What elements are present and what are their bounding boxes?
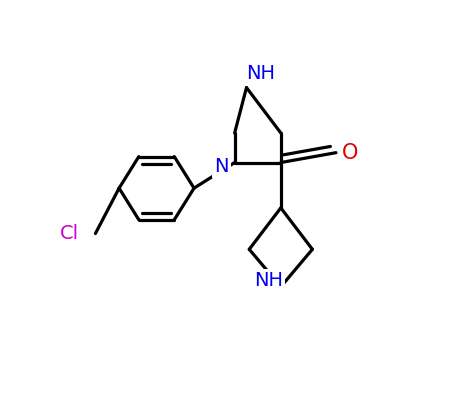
Text: Cl: Cl — [60, 224, 79, 243]
Text: O: O — [342, 143, 358, 163]
Text: N: N — [214, 157, 229, 176]
Text: NH: NH — [247, 64, 275, 83]
Text: NH: NH — [255, 271, 283, 290]
